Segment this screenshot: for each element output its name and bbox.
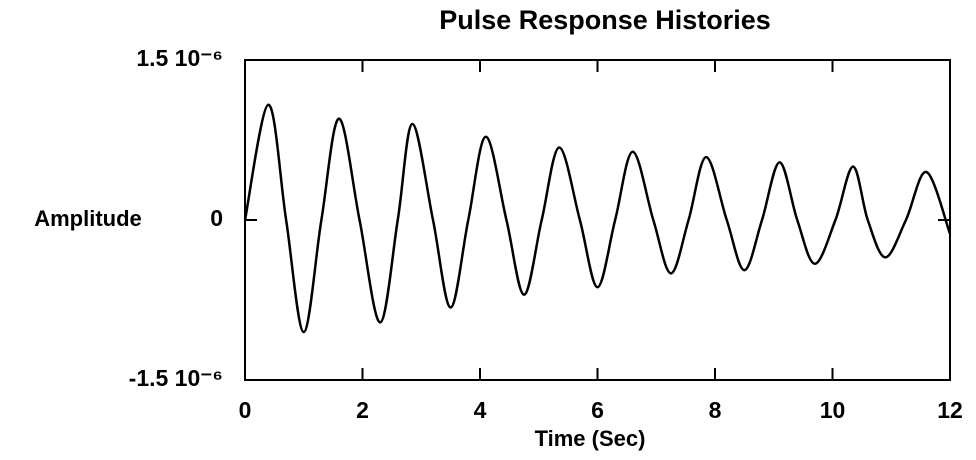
y-tick-label: 0: [210, 205, 223, 231]
chart-title: Pulse Response Histories: [439, 5, 771, 35]
y-tick-label: 1.5 10⁻⁶: [136, 45, 223, 71]
x-axis-label: Time (Sec): [535, 426, 646, 451]
x-tick-label: 8: [709, 397, 722, 423]
x-tick-label: 12: [937, 397, 963, 423]
x-tick-label: 6: [591, 397, 604, 423]
x-tick-label: 10: [820, 397, 846, 423]
y-tick-label: -1.5 10⁻⁶: [129, 365, 223, 391]
y-axis-label: Amplitude: [34, 206, 142, 231]
x-tick-label: 0: [239, 397, 252, 423]
plot-frame: [244, 59, 951, 381]
line-series: [243, 103, 952, 334]
x-tick-label: 4: [474, 397, 487, 423]
x-tick-label: 2: [356, 397, 369, 423]
